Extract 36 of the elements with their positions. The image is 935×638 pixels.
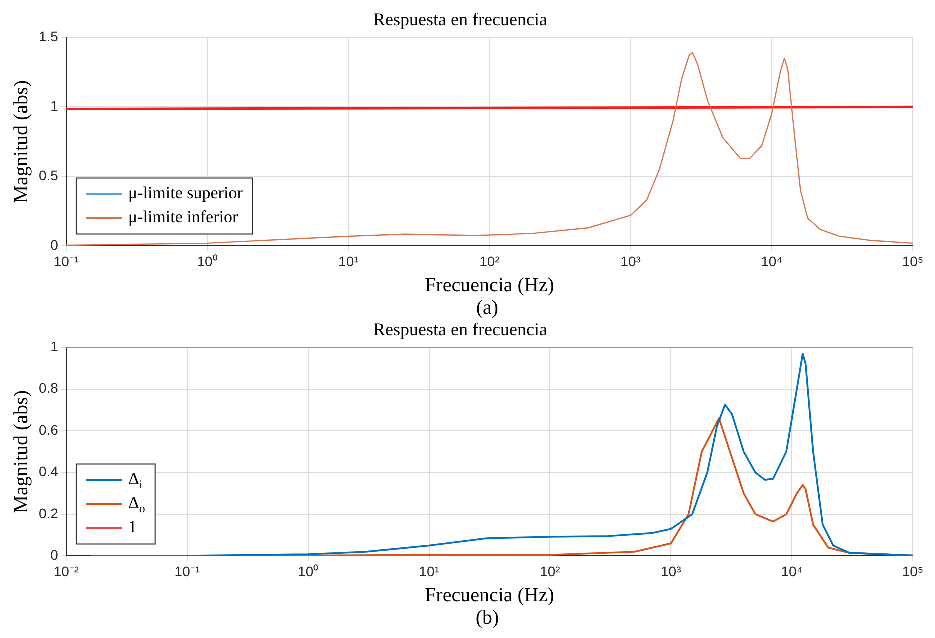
y-tick-label: 0	[50, 237, 59, 254]
x-tick-label: 10³	[620, 253, 642, 270]
x-tick-label: 10⁵	[902, 563, 924, 580]
x-tick-label: 10²	[540, 563, 561, 580]
x-tick-label: 10⁻¹	[174, 563, 200, 580]
y-tick-label: 1.5	[38, 28, 59, 44]
legend-label: μ-limite superior	[128, 184, 244, 203]
y-tick-label: 0.8	[38, 380, 59, 396]
x-tick-label: 10²	[480, 253, 500, 270]
y-tick-label: 0.2	[38, 505, 59, 522]
x-tick-label: 10⁴	[761, 253, 783, 270]
x-tick-label: 10⁻¹	[54, 253, 80, 270]
x-axis-title: Frecuencia (Hz)	[425, 584, 554, 606]
y-tick-label: 0	[50, 547, 59, 564]
x-tick-label: 10⁰	[298, 563, 319, 580]
x-tick-label: 10⁰	[197, 253, 218, 270]
chart-title: Respuesta en frecuencia	[374, 10, 548, 30]
y-tick-label: 1	[50, 98, 59, 114]
y-tick-label: 0.5	[38, 168, 59, 184]
x-axis-title: Frecuencia (Hz)	[425, 274, 554, 296]
x-tick-label: 10⁴	[781, 563, 803, 580]
x-tick-label: 10¹	[419, 563, 440, 580]
y-axis-title: Magnitud (abs)	[10, 390, 32, 514]
chart-title: Respuesta en frecuencia	[374, 320, 548, 340]
legend-label: μ-limite inferior	[128, 208, 238, 227]
y-tick-label: 0.4	[38, 464, 59, 480]
x-tick-label: 10⁵	[902, 253, 924, 270]
text: (a)	[475, 297, 500, 319]
text: (b)	[474, 607, 500, 629]
x-tick-label: 10³	[661, 563, 682, 580]
x-tick-label: 10¹	[338, 253, 360, 270]
legend-label: 1	[128, 518, 137, 537]
x-tick-label: 10⁻²	[54, 563, 80, 580]
y-axis-title: Magnitud (abs)	[10, 80, 32, 204]
y-tick-label: 0.6	[38, 422, 59, 438]
y-tick-label: 1	[50, 338, 59, 354]
